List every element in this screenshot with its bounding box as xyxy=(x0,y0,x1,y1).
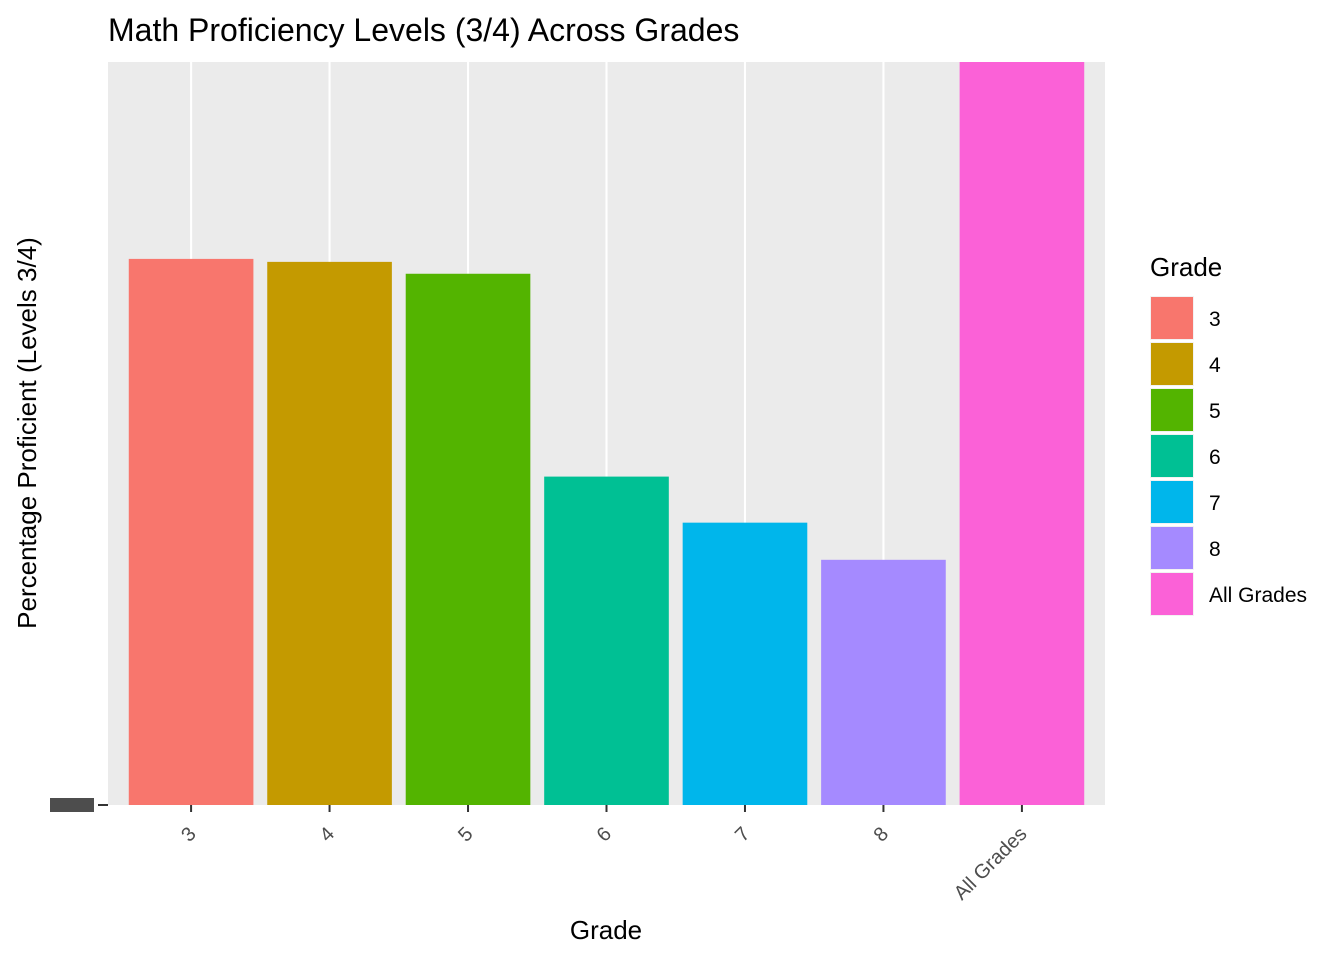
x-tick-label: 3 xyxy=(177,823,200,846)
x-tick-label: 4 xyxy=(316,823,339,846)
legend-label: 3 xyxy=(1209,308,1221,331)
bar-grade-4 xyxy=(267,261,392,805)
y-axis-title: Percentage Proficient (Levels 3/4) xyxy=(12,237,42,629)
x-tick-label: All Grades xyxy=(950,823,1032,905)
bar-grade-8 xyxy=(821,559,946,805)
legend-label: All Grades xyxy=(1209,584,1307,607)
bars xyxy=(128,62,1085,805)
legend-swatch xyxy=(1151,343,1193,385)
legend-swatch xyxy=(1151,527,1193,569)
bar-grade-6 xyxy=(544,476,669,805)
legend-label: 6 xyxy=(1209,446,1221,469)
bar-grade-7 xyxy=(682,522,808,805)
x-axis-title: Grade xyxy=(570,915,642,945)
x-tick-label: 5 xyxy=(454,823,477,846)
x-tick-label: 7 xyxy=(731,823,754,846)
bar-grade-5 xyxy=(405,273,531,805)
legend-label: 5 xyxy=(1209,400,1221,423)
chart-title: Math Proficiency Levels (3/4) Across Gra… xyxy=(108,12,739,48)
x-tick-label: 6 xyxy=(593,823,616,846)
legend-swatch xyxy=(1151,481,1193,523)
y-axis xyxy=(50,798,108,812)
y-tick-label-overlap xyxy=(50,798,94,812)
legend: Grade 3 4 5 6 7 8 All Grades xyxy=(1150,252,1307,616)
bar-grade-all-grades xyxy=(959,62,1085,805)
legend-title: Grade xyxy=(1150,252,1222,282)
legend-label: 4 xyxy=(1209,354,1221,377)
legend-label: 8 xyxy=(1209,538,1221,561)
x-tick-label: 8 xyxy=(870,823,893,846)
legend-swatch xyxy=(1151,435,1193,477)
x-axis: 3 4 5 6 7 8 All Grades xyxy=(177,805,1031,905)
bar-grade-3 xyxy=(128,258,254,805)
legend-swatch xyxy=(1151,297,1193,339)
legend-label: 7 xyxy=(1209,492,1221,515)
legend-swatch xyxy=(1151,573,1193,615)
legend-swatch xyxy=(1151,389,1193,431)
